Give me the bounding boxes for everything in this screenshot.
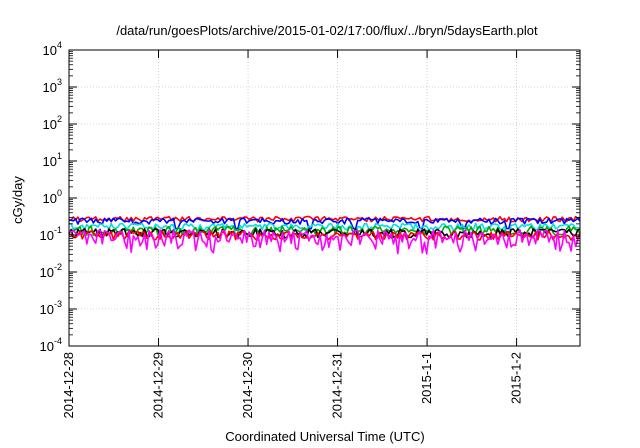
y-tick-label: 10-3 (40, 299, 62, 317)
grid (69, 50, 580, 346)
x-axis-label: Coordinated Universal Time (UTC) (225, 429, 424, 444)
x-tick-label: 2014-12-31 (330, 352, 345, 419)
series-line-7 (68, 229, 581, 255)
x-tick-label: 2015-1-1 (419, 352, 434, 404)
y-tick-label: 104 (43, 40, 62, 58)
series-group (68, 215, 581, 255)
x-tick-labels: 2014-12-28 2014-12-29 2014-12-30 2014-12-31… (61, 352, 524, 419)
y-tick-label: 103 (43, 77, 62, 95)
y-tick-label: 102 (43, 114, 62, 132)
y-tick-label: 10-2 (40, 262, 62, 280)
y-tick-label: 101 (43, 151, 62, 169)
y-tick-labels: 10-4 10-3 10-2 10-1 100 101 102 103 104 (40, 40, 62, 354)
y-tick-label: 10-1 (40, 225, 62, 243)
series-line-2 (68, 217, 581, 230)
y-axis-label: cGy/day (10, 176, 25, 224)
x-tick-label: 2014-12-30 (240, 352, 255, 419)
y-tick-label: 100 (43, 188, 62, 206)
chart-title: /data/run/goesPlots/archive/2015-01-02/1… (116, 23, 538, 38)
y-tick-label: 10-4 (40, 336, 62, 354)
series-line-3 (68, 222, 581, 235)
x-tick-label: 2014-12-28 (61, 352, 76, 419)
x-tick-label: 2015-1-2 (509, 352, 524, 404)
x-tick-label: 2014-12-29 (151, 352, 166, 419)
ticks (68, 49, 580, 347)
